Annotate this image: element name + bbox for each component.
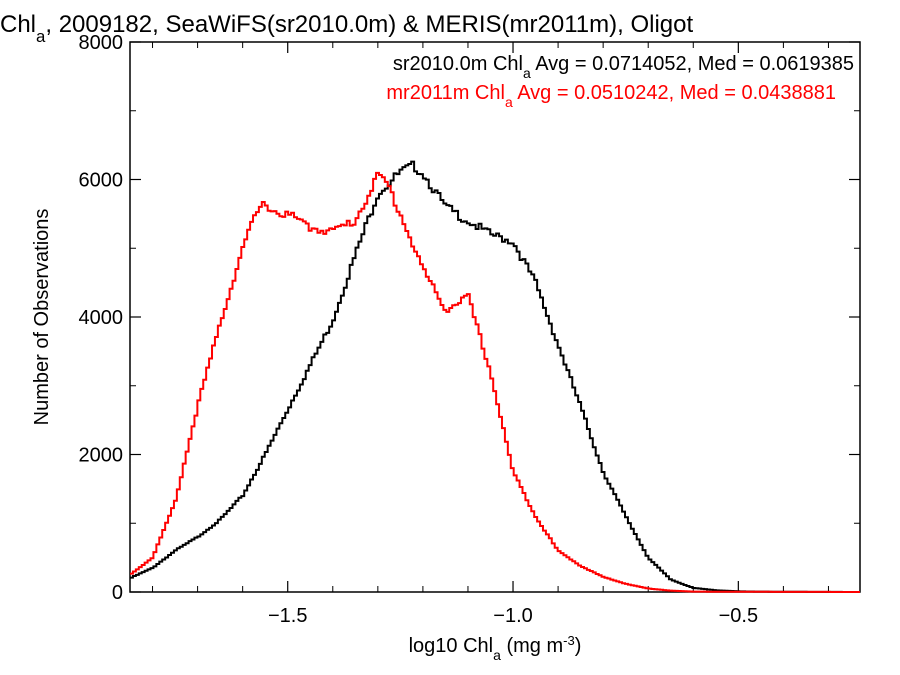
y-tick-label: 8000	[79, 32, 124, 54]
x-axis-label: log10 Chla (mg m-3)	[409, 633, 582, 664]
legend-entry-mr2011m: mr2011m Chla Avg = 0.0510242, Med = 0.04…	[386, 82, 836, 110]
y-axis-label: Number of Observations	[31, 209, 53, 426]
x-tick-label: −0.5	[719, 605, 758, 627]
chart-title: Chla, 2009182, SeaWiFS(sr2010.0m) & MERI…	[0, 11, 693, 46]
y-tick-label: 4000	[79, 307, 124, 329]
axis-ticks: −1.5 −1.0 −0.5 0 2000 4000 6000 8000	[79, 32, 860, 627]
legend-entry-sr2010: sr2010.0m Chla Avg = 0.0714052, Med = 0.…	[393, 53, 854, 81]
series-layer	[130, 160, 861, 593]
series-line-mr2011m	[130, 171, 860, 593]
plot-frame	[129, 41, 861, 593]
y-tick-label: 6000	[79, 170, 124, 192]
y-tick-label: 2000	[79, 445, 124, 467]
x-tick-label: −1.0	[493, 605, 532, 627]
y-tick-label: 0	[112, 582, 123, 604]
series-line-sr2010.0m	[130, 160, 861, 593]
x-tick-label: −1.5	[268, 605, 307, 627]
